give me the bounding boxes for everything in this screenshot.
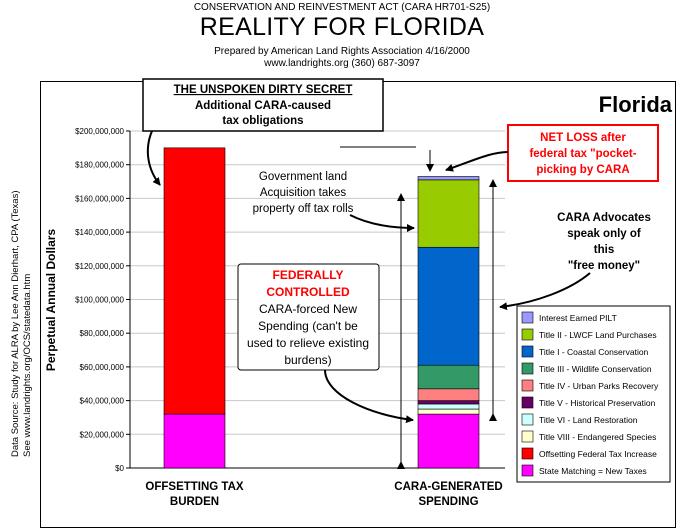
government-land-line: Acquisition takes	[260, 187, 347, 199]
y-tick-label: $140,000,000	[75, 228, 124, 237]
bar-segment	[163, 413, 226, 469]
y-tick-label: $60,000,000	[80, 363, 125, 372]
net-loss-arrow	[445, 151, 509, 172]
federally-controlled-line: FEDERALLY	[273, 268, 344, 282]
government-land-line: property off tax rolls	[253, 203, 354, 215]
federally-controlled-callout: FEDERALLY CONTROLLED CARA-forced New Spe…	[237, 263, 380, 371]
x-axis-categories: OFFSETTING TAX BURDEN CARA-GENERATED SPENDI…	[145, 481, 502, 508]
category-label: CARA-GENERATED	[394, 481, 502, 493]
legend-swatch	[521, 328, 534, 341]
bars	[163, 147, 480, 469]
category-label: BURDEN	[170, 496, 219, 508]
y-tick-label: $180,000,000	[75, 161, 124, 170]
y-tick-label: $40,000,000	[80, 397, 125, 406]
legend-swatch	[521, 379, 534, 392]
header-subtitle: CONSERVATION AND REINVESTMENT ACT (CARA …	[193, 2, 491, 13]
government-land-arrow	[349, 214, 415, 232]
net-loss-line: federal tax "pocket-	[529, 148, 636, 160]
legend: Interest Earned PILT Title II - LWCF Land…	[516, 305, 671, 483]
federally-controlled-arrow	[324, 369, 414, 424]
government-land-note: Government land Acquisition takes proper…	[253, 171, 354, 215]
federally-controlled-line: CARA-forced New	[259, 302, 357, 316]
y-tick-label: $200,000,000	[75, 127, 124, 136]
y-axis-ticks: $0 $20,000,000 $40,000,000 $60,000,000 $80,0…	[75, 127, 130, 473]
government-land-line: Government land	[259, 171, 347, 183]
legend-swatch	[521, 464, 534, 477]
legend-swatch	[521, 430, 534, 443]
legend-swatch	[521, 345, 534, 358]
category-label: SPENDING	[418, 496, 478, 508]
legend-label: Title IV - Urban Parks Recovery	[539, 381, 659, 391]
legend-swatch	[521, 413, 534, 426]
category-label: OFFSETTING TAX	[145, 481, 244, 493]
bar-segment	[417, 408, 480, 415]
advocates-line: this	[594, 244, 614, 256]
legend-label: Interest Earned PILT	[539, 313, 617, 323]
legend-label: Title V - Historical Preservation	[539, 398, 656, 408]
dirty-secret-callout: THE UNSPOKEN DIRTY SECRET Additional CAR…	[142, 78, 384, 132]
bar-segment	[417, 388, 480, 401]
y-tick-label: $160,000,000	[75, 194, 124, 203]
bar-segment	[417, 400, 480, 405]
bar-segment	[417, 364, 480, 390]
dirty-secret-arrow	[146, 130, 161, 186]
legend-swatch	[521, 396, 534, 409]
federally-controlled-line: burdens)	[284, 353, 331, 367]
legend-label: Title III - Wildlife Conservation	[539, 364, 652, 374]
advocates-line: speak only of	[567, 228, 641, 240]
legend-label: Title VIII - Endangered Species	[539, 432, 656, 442]
y-tick-label: $120,000,000	[75, 262, 124, 271]
y-tick-label: $80,000,000	[80, 329, 125, 338]
legend-swatch	[521, 311, 534, 324]
dirty-secret-title: THE UNSPOKEN DIRTY SECRET	[174, 84, 353, 96]
advocates-line: "free money"	[568, 260, 640, 272]
legend-label: State Matching = New Taxes	[539, 466, 647, 476]
dirty-secret-line: tax obligations	[222, 115, 303, 127]
state-label: Florida	[599, 92, 673, 117]
y-axis-label: Perpetual Annual Dollars	[44, 229, 58, 372]
legend-label: Title VI - Land Restoration	[539, 415, 638, 425]
legend-box	[516, 305, 671, 483]
y-tick-label: $20,000,000	[80, 430, 125, 439]
bar-segment	[417, 413, 480, 469]
bar-segment	[417, 179, 480, 248]
legend-swatch	[521, 362, 534, 375]
legend-label: Title II - LWCF Land Purchases	[539, 330, 657, 340]
federally-controlled-line: used to relieve existing	[247, 336, 369, 350]
net-loss-line: picking by CARA	[536, 164, 629, 176]
legend-swatch	[521, 447, 534, 460]
bar-segment	[417, 403, 480, 410]
federally-controlled-line: CONTROLLED	[266, 285, 350, 299]
header-contact: www.landrights.org (360) 687-3097	[264, 58, 420, 69]
y-tick-label: $0	[115, 464, 124, 473]
advocates-note: CARA Advocates speak only of this "free …	[557, 212, 651, 272]
legend-label: Offsetting Federal Tax Increase	[539, 449, 657, 459]
net-loss-callout: NET LOSS after federal tax "pocket- pick…	[507, 124, 659, 182]
y-tick-label: $100,000,000	[75, 296, 124, 305]
bar-segment	[163, 147, 226, 415]
federally-controlled-line: Spending (can't be	[258, 319, 358, 333]
page-title: REALITY FOR FLORIDA	[199, 13, 485, 41]
advocates-line: CARA Advocates	[557, 212, 651, 224]
advocates-arrow	[499, 272, 591, 311]
bar-segment	[417, 246, 480, 366]
header-credit: Prepared by American Land Rights Associa…	[214, 46, 470, 57]
bar-segment	[417, 176, 480, 181]
legend-label: Title I - Coastal Conservation	[539, 347, 649, 357]
net-loss-line: NET LOSS after	[540, 132, 626, 144]
dirty-secret-line: Additional CARA-caused	[195, 100, 331, 112]
